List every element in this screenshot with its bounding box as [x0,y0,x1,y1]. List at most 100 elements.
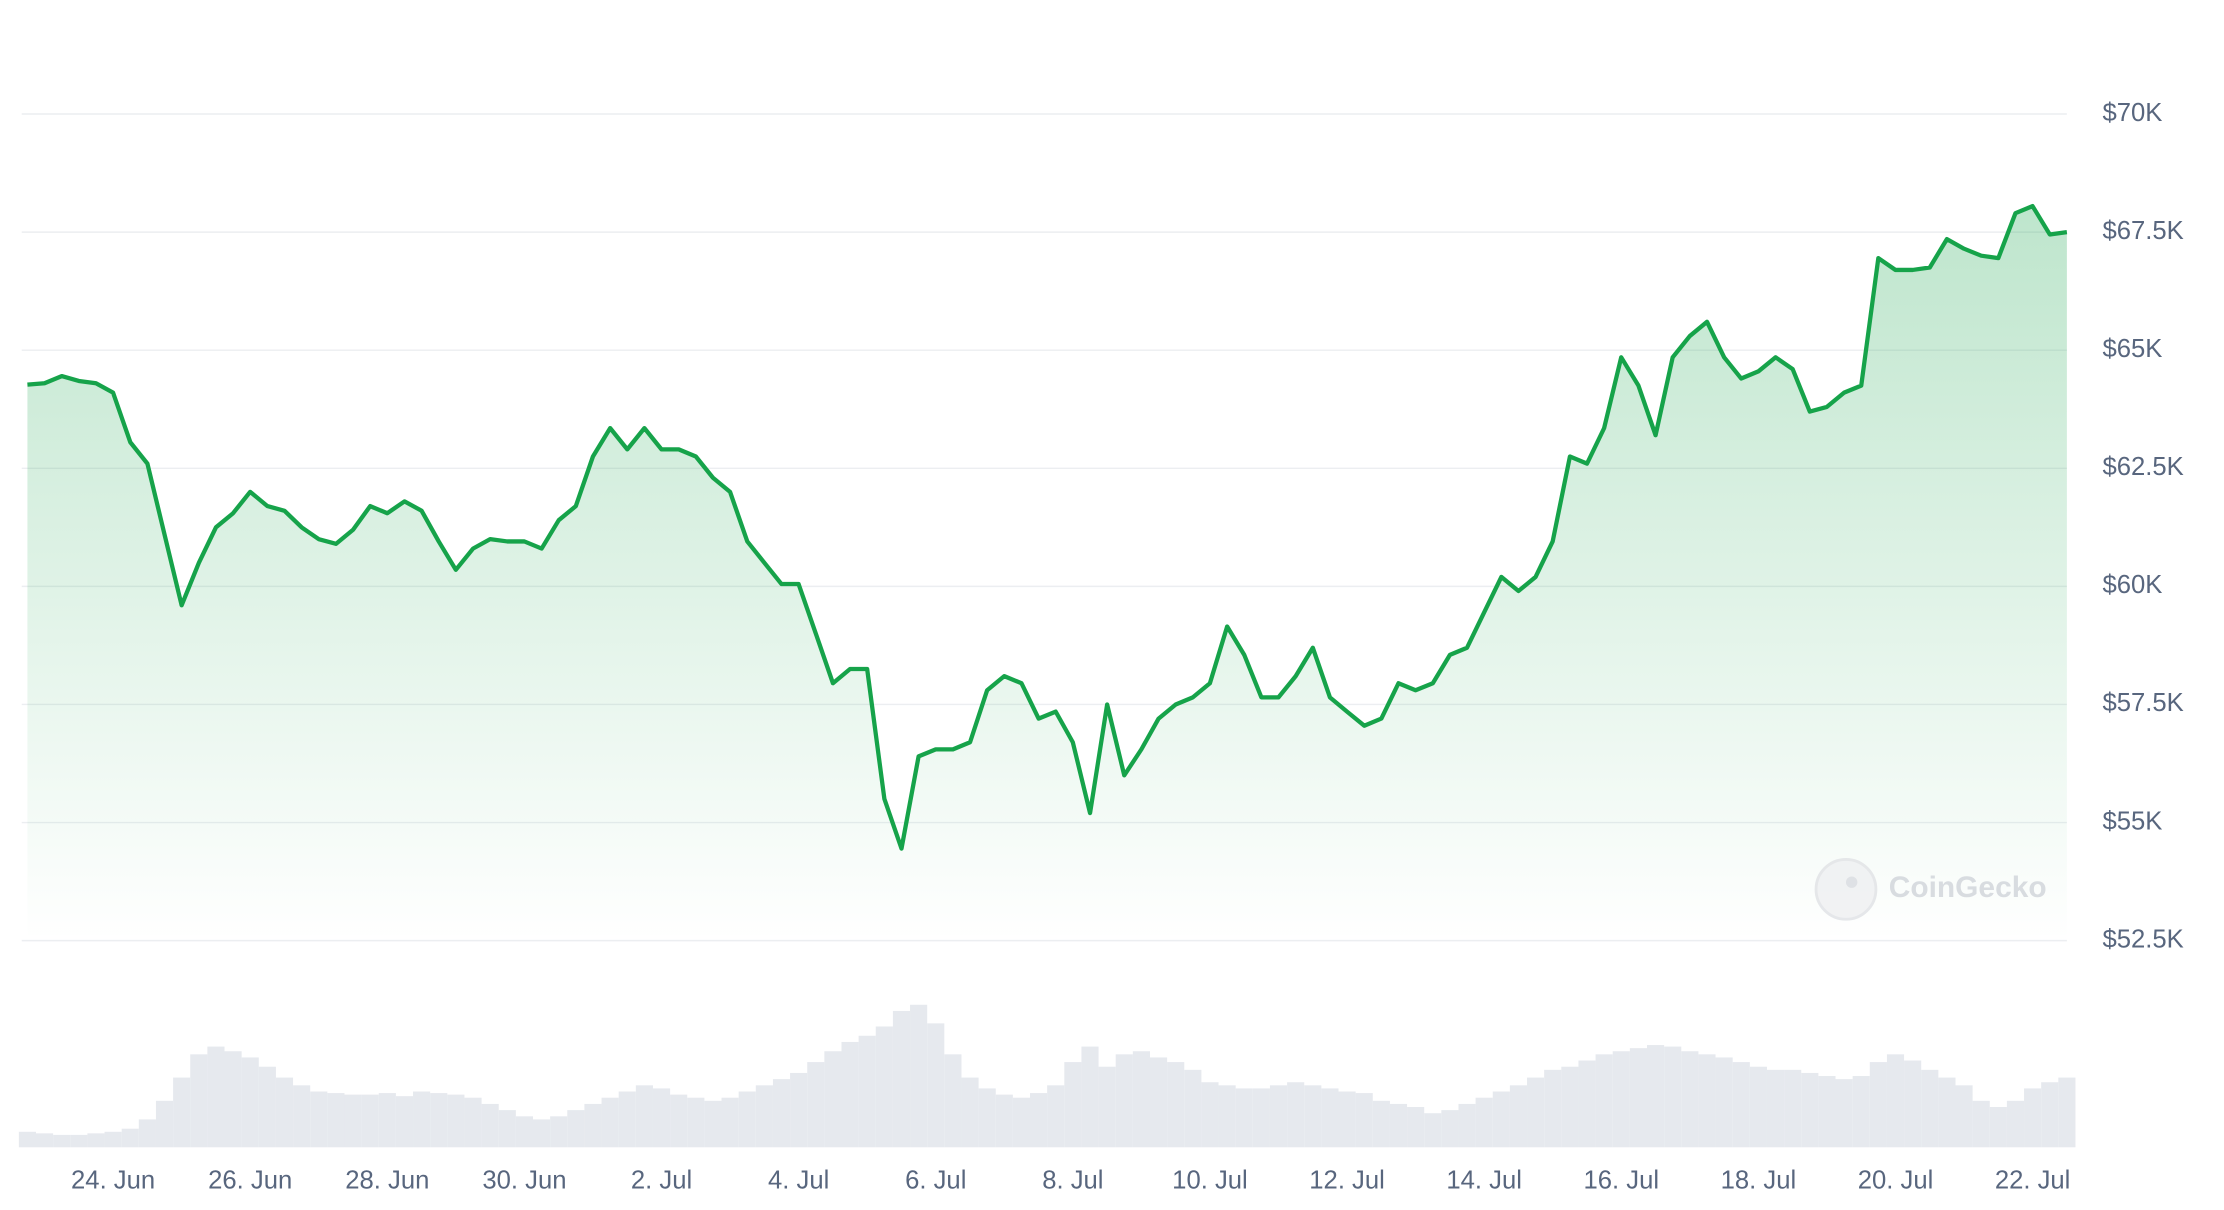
volume-bar [858,1035,876,1148]
volume-bar [738,1091,756,1148]
volume-bar [70,1134,88,1148]
volume-bar [687,1097,705,1148]
volume-bar [464,1097,482,1148]
volume-bar [1389,1103,1408,1148]
volume-bar [1441,1110,1459,1148]
volume-bar [1235,1088,1253,1148]
volume-bar [1338,1091,1356,1148]
volume-bar [944,1054,962,1148]
x-tick-label: 28. Jun [345,1166,429,1194]
volume-bar [1698,1054,1716,1148]
volume-bar [138,1119,156,1148]
volume-bar [841,1041,859,1148]
volume-bar [207,1046,225,1148]
volume-bar [927,1023,945,1148]
volume-bar [1492,1091,1510,1148]
volume-bar [1132,1051,1150,1148]
volume-bar [121,1128,139,1148]
volume-bar [155,1100,174,1148]
volume-bar [533,1119,551,1148]
volume-bar [635,1085,653,1148]
volume-bar [1886,1054,1905,1148]
volume-bar [1646,1045,1665,1148]
volume-bar [1218,1085,1236,1148]
watermark-logo [1814,857,1878,921]
volume-bar [173,1077,191,1148]
volume-bar [1201,1082,1219,1148]
volume-bar [772,1079,791,1148]
volume-bar [413,1091,431,1148]
volume-bar [1321,1088,1339,1148]
y-tick-label: $65K [2103,335,2163,363]
volume-bar [1664,1046,1682,1148]
x-tick-label: 14. Jul [1446,1166,1522,1194]
x-tick-label: 8. Jul [1042,1166,1103,1194]
volume-bar [1149,1057,1168,1148]
volume-bar [892,1010,911,1148]
x-tick-label: 26. Jun [208,1166,292,1194]
volume-bar [910,1004,928,1148]
volume-bar [1818,1076,1836,1148]
volume-bar [447,1094,465,1148]
volume-bar [1595,1054,1613,1148]
volume-bar [601,1097,619,1148]
volume-bar [961,1077,979,1148]
volume-bar [1424,1113,1442,1148]
volume-bar [1801,1072,1819,1148]
volume-bar [1081,1046,1099,1148]
volume-bar [224,1051,242,1148]
volume-bar [1372,1100,1390,1148]
volume-bar [1749,1066,1767,1148]
volume-bar [1732,1062,1750,1148]
volume-bar [704,1100,722,1148]
volume-bar [1475,1097,1493,1148]
volume-bar [1578,1060,1596,1148]
x-tick-label: 20. Jul [1858,1166,1934,1194]
volume-bar [1938,1077,1956,1148]
volume-bar [1681,1051,1699,1148]
volume-bar [1047,1085,1065,1148]
volume-bar [327,1093,345,1148]
watermark: CoinGecko [1814,857,2047,921]
y-tick-label: $55K [2103,807,2163,835]
volume-bar [1989,1107,2007,1148]
y-tick-label: $52.5K [2103,925,2184,953]
volume-bar [1012,1097,1031,1148]
volume-bar [515,1116,534,1148]
volume-bar [361,1094,379,1148]
y-tick-label: $70K [2103,99,2163,127]
volume-bar [2006,1100,2025,1148]
volume-bar [1612,1051,1630,1148]
price-line [27,203,2068,851]
volume-bar [1355,1093,1373,1148]
volume-bar [1184,1069,1202,1148]
volume-bar [670,1094,688,1148]
y-tick-label: $62.5K [2103,453,2184,481]
volume-bar [1852,1076,1870,1148]
volume-bar [481,1103,499,1148]
volume-bar [807,1062,825,1148]
volume-bar [1869,1062,1887,1148]
volume-bar [618,1091,636,1148]
volume-bar [87,1133,105,1148]
volume-bar [430,1093,448,1148]
volume-bar [1955,1085,1973,1148]
volume-bar [1544,1069,1562,1148]
volume-bar [1287,1082,1305,1148]
volume-bar [1064,1062,1082,1148]
x-tick-label: 6. Jul [905,1166,966,1194]
x-tick-label: 30. Jun [482,1166,566,1194]
volume-bar [550,1116,568,1148]
x-tick-label: 2. Jul [631,1166,692,1194]
volume-bar [2041,1082,2059,1148]
x-tick-label: 12. Jul [1309,1166,1385,1194]
volume-bar [1561,1066,1579,1148]
x-tick-label: 18. Jul [1721,1166,1797,1194]
y-tick-label: $67.5K [2103,217,2184,245]
watermark-logo-eye [1845,876,1858,888]
x-tick-label: 24. Jun [71,1166,155,1194]
volume-bar [35,1133,54,1148]
volume-bar [2024,1088,2042,1148]
